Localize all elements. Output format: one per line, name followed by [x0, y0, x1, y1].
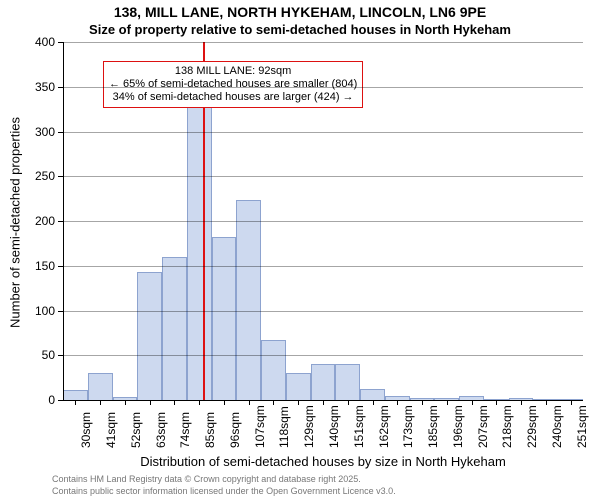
- y-tick-mark: [58, 355, 63, 356]
- x-tick-label: 96sqm: [228, 412, 242, 448]
- y-grid-line: [63, 311, 583, 312]
- x-tick-label: 118sqm: [277, 406, 291, 448]
- histogram-bar: [137, 272, 162, 400]
- x-tick-mark: [323, 400, 324, 405]
- x-tick-mark: [546, 400, 547, 405]
- y-grid-line: [63, 42, 583, 43]
- x-tick-label: 41sqm: [104, 412, 118, 448]
- x-tick-label: 140sqm: [327, 405, 341, 448]
- y-tick-label: 150: [25, 259, 55, 273]
- callout-line-2: ← 65% of semi-detached houses are smalle…: [109, 78, 357, 91]
- x-tick-mark: [199, 400, 200, 405]
- x-axis-label: Distribution of semi-detached houses by …: [63, 454, 583, 469]
- x-tick-mark: [447, 400, 448, 405]
- y-tick-mark: [58, 221, 63, 222]
- histogram-bar: [286, 373, 311, 400]
- histogram-bar: [63, 390, 88, 400]
- y-grid-line: [63, 87, 583, 88]
- x-tick-label: 85sqm: [203, 412, 217, 448]
- x-tick-label: 207sqm: [476, 405, 490, 448]
- x-tick-mark: [224, 400, 225, 405]
- y-grid-line: [63, 355, 583, 356]
- x-tick-mark: [348, 400, 349, 405]
- y-tick-mark: [58, 176, 63, 177]
- y-tick-mark: [58, 266, 63, 267]
- x-tick-mark: [100, 400, 101, 405]
- x-tick-mark: [174, 400, 175, 405]
- x-tick-mark: [249, 400, 250, 405]
- footer-line-2: Contains public sector information licen…: [52, 486, 396, 496]
- callout-box: 138 MILL LANE: 92sqm ← 65% of semi-detac…: [103, 61, 363, 108]
- x-tick-label: 107sqm: [253, 405, 267, 448]
- y-tick-mark: [58, 132, 63, 133]
- y-tick-mark: [58, 87, 63, 88]
- histogram-bar: [88, 373, 113, 400]
- y-grid-line: [63, 221, 583, 222]
- histogram-bar: [335, 364, 360, 400]
- y-tick-label: 50: [25, 348, 55, 362]
- y-tick-label: 400: [25, 35, 55, 49]
- histogram-bar: [261, 340, 286, 400]
- y-tick-mark: [58, 42, 63, 43]
- x-tick-mark: [521, 400, 522, 405]
- histogram-chart: 138, MILL LANE, NORTH HYKEHAM, LINCOLN, …: [0, 0, 600, 500]
- chart-title-line2: Size of property relative to semi-detach…: [0, 22, 600, 37]
- x-tick-mark: [472, 400, 473, 405]
- x-tick-label: 63sqm: [154, 412, 168, 448]
- y-tick-mark: [58, 311, 63, 312]
- histogram-bar: [311, 364, 336, 400]
- x-tick-mark: [273, 400, 274, 405]
- histogram-bar: [212, 237, 237, 400]
- callout-line-3: 34% of semi-detached houses are larger (…: [109, 91, 357, 104]
- y-tick-label: 100: [25, 304, 55, 318]
- y-tick-label: 350: [25, 80, 55, 94]
- y-tick-label: 250: [25, 169, 55, 183]
- x-tick-label: 129sqm: [302, 405, 316, 448]
- x-tick-mark: [298, 400, 299, 405]
- x-tick-label: 229sqm: [525, 405, 539, 448]
- histogram-bar: [360, 389, 385, 400]
- x-tick-mark: [397, 400, 398, 405]
- x-tick-label: 240sqm: [550, 405, 564, 448]
- y-tick-label: 300: [25, 125, 55, 139]
- x-tick-label: 218sqm: [500, 405, 514, 448]
- histogram-bar: [162, 257, 187, 400]
- y-grid-line: [63, 176, 583, 177]
- x-tick-label: 251sqm: [575, 405, 589, 448]
- x-tick-label: 151sqm: [352, 405, 366, 448]
- x-tick-label: 173sqm: [401, 405, 415, 448]
- x-tick-label: 30sqm: [79, 412, 93, 448]
- histogram-bar: [236, 200, 261, 400]
- y-tick-label: 200: [25, 214, 55, 228]
- footer-line-1: Contains HM Land Registry data © Crown c…: [52, 474, 361, 484]
- x-tick-label: 74sqm: [178, 412, 192, 448]
- x-tick-label: 185sqm: [426, 405, 440, 448]
- callout-line-1: 138 MILL LANE: 92sqm: [109, 65, 357, 78]
- chart-title-line1: 138, MILL LANE, NORTH HYKEHAM, LINCOLN, …: [0, 4, 600, 20]
- y-grid-line: [63, 132, 583, 133]
- x-tick-label: 196sqm: [451, 405, 465, 448]
- x-tick-mark: [373, 400, 374, 405]
- x-tick-mark: [496, 400, 497, 405]
- x-tick-mark: [125, 400, 126, 405]
- x-tick-mark: [75, 400, 76, 405]
- x-tick-mark: [150, 400, 151, 405]
- x-tick-mark: [571, 400, 572, 405]
- x-tick-mark: [422, 400, 423, 405]
- y-axis-label: Number of semi-detached properties: [8, 43, 23, 401]
- x-tick-label: 162sqm: [377, 405, 391, 448]
- x-tick-label: 52sqm: [129, 412, 143, 448]
- y-grid-line: [63, 266, 583, 267]
- y-tick-label: 0: [25, 393, 55, 407]
- y-tick-mark: [58, 400, 63, 401]
